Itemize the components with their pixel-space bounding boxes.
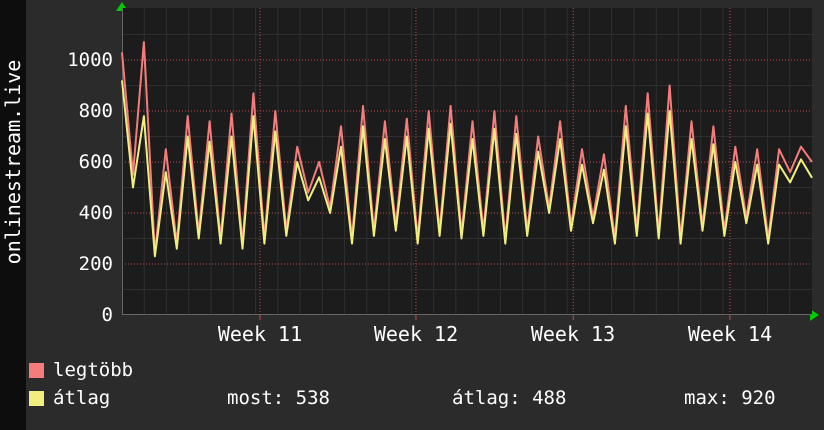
week-label: Week 14 [687, 322, 773, 346]
legend-label-atlag: átlag [53, 387, 111, 409]
y-tick-label: 1000 [67, 49, 113, 71]
y-tick-label: 800 [78, 100, 113, 122]
y-tick-label: 400 [78, 202, 113, 224]
y-tick-label: 600 [78, 151, 113, 173]
legend-swatch-atlag [29, 391, 44, 406]
plot-area [121, 8, 813, 320]
stat-max: max: 920 [684, 387, 776, 409]
legend-label-legtobb: legtöbb [53, 359, 134, 381]
y-axis-arrow-icon [116, 2, 128, 11]
week-label: Week 12 [373, 322, 459, 346]
week-label: Week 13 [530, 322, 616, 346]
stat-atlag: átlag: 488 [452, 387, 567, 409]
legend-swatch-legtobb [29, 363, 44, 378]
x-axis-arrow-icon [810, 309, 819, 321]
left-margin: onlinestream.live [0, 0, 26, 430]
y-axis-labels: 1000 800 600 400 200 0 [20, 0, 113, 330]
chart-canvas [121, 8, 813, 320]
week-label: Week 11 [217, 322, 303, 346]
stat-most: most: 538 [227, 387, 330, 409]
y-tick-label: 0 [101, 304, 113, 326]
y-tick-label: 200 [78, 253, 113, 275]
